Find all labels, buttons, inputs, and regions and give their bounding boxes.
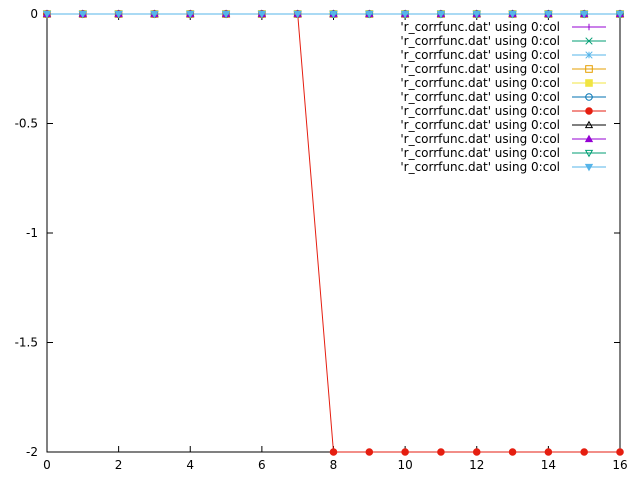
legend-marker (584, 149, 594, 158)
x-tick-label: 2 (115, 458, 123, 472)
legend-label: 'r_corrfunc.dat' using 0:col (400, 160, 560, 174)
data-point (616, 448, 624, 456)
legend-entry: 'r_corrfunc.dat' using 0:col (400, 20, 606, 34)
x-tick-label: 6 (258, 458, 266, 472)
legend-label: 'r_corrfunc.dat' using 0:col (400, 76, 560, 90)
legend-label: 'r_corrfunc.dat' using 0:col (400, 34, 560, 48)
y-tick-label: -1.5 (15, 336, 38, 350)
data-point (42, 10, 52, 19)
data-point (401, 448, 409, 456)
x-tick-label: 10 (397, 458, 412, 472)
data-point (580, 448, 588, 456)
data-point (400, 10, 410, 19)
legend-marker (585, 51, 593, 59)
legend-marker (584, 120, 594, 129)
legend-marker (585, 93, 593, 101)
legend: 'r_corrfunc.dat' using 0:col'r_corrfunc.… (400, 20, 606, 174)
legend-entry: 'r_corrfunc.dat' using 0:col (400, 160, 606, 174)
y-tick-label: 0 (30, 7, 38, 21)
legend-marker (585, 65, 593, 73)
data-point (580, 10, 589, 19)
data-point (150, 10, 159, 19)
data-point (293, 10, 302, 19)
legend-label: 'r_corrfunc.dat' using 0:col (400, 90, 560, 104)
legend-entry: 'r_corrfunc.dat' using 0:col (400, 118, 606, 132)
data-point (508, 10, 517, 19)
legend-marker (585, 107, 593, 115)
legend-marker (585, 79, 593, 87)
data-point (78, 10, 87, 19)
legend-label: 'r_corrfunc.dat' using 0:col (400, 118, 560, 132)
x-tick-label: 8 (330, 458, 338, 472)
data-point (615, 10, 625, 19)
series-11 (42, 10, 625, 19)
data-point (186, 10, 195, 19)
data-point (472, 10, 481, 19)
data-point (508, 448, 517, 456)
y-tick-label: -1 (26, 226, 38, 240)
legend-label: 'r_corrfunc.dat' using 0:col (400, 48, 560, 62)
data-point (114, 10, 123, 19)
data-point (472, 448, 481, 456)
legend-label: 'r_corrfunc.dat' using 0:col (400, 20, 560, 34)
legend-marker (585, 37, 593, 45)
x-tick-label: 16 (612, 458, 627, 472)
x-tick-label: 14 (541, 458, 556, 472)
legend-entry: 'r_corrfunc.dat' using 0:col (400, 62, 606, 76)
data-point (365, 10, 374, 19)
legend-marker (585, 23, 593, 31)
data-point (257, 10, 267, 19)
legend-label: 'r_corrfunc.dat' using 0:col (400, 146, 560, 160)
legend-entry: 'r_corrfunc.dat' using 0:col (400, 132, 606, 146)
x-tick-label: 12 (469, 458, 484, 472)
legend-marker (584, 163, 594, 172)
y-tick-label: -2 (26, 445, 38, 459)
legend-entry: 'r_corrfunc.dat' using 0:col (400, 104, 606, 118)
data-point (329, 10, 338, 19)
legend-entry: 'r_corrfunc.dat' using 0:col (400, 90, 606, 104)
data-point (329, 448, 338, 456)
legend-entry: 'r_corrfunc.dat' using 0:col (400, 34, 606, 48)
y-tick-label: -0.5 (15, 117, 38, 131)
series-layer (42, 9, 625, 456)
data-point (544, 448, 553, 456)
x-tick-label: 4 (186, 458, 194, 472)
legend-label: 'r_corrfunc.dat' using 0:col (400, 62, 560, 76)
legend-label: 'r_corrfunc.dat' using 0:col (400, 104, 560, 118)
x-tick-label: 0 (43, 458, 51, 472)
data-point (437, 448, 445, 456)
legend-marker (584, 134, 594, 143)
data-point (221, 10, 231, 19)
data-point (436, 10, 446, 19)
legend-label: 'r_corrfunc.dat' using 0:col (400, 132, 560, 146)
legend-entry: 'r_corrfunc.dat' using 0:col (400, 146, 606, 160)
data-point (365, 448, 374, 456)
legend-entry: 'r_corrfunc.dat' using 0:col (400, 48, 606, 62)
data-point (544, 10, 553, 19)
legend-entry: 'r_corrfunc.dat' using 0:col (400, 76, 606, 90)
